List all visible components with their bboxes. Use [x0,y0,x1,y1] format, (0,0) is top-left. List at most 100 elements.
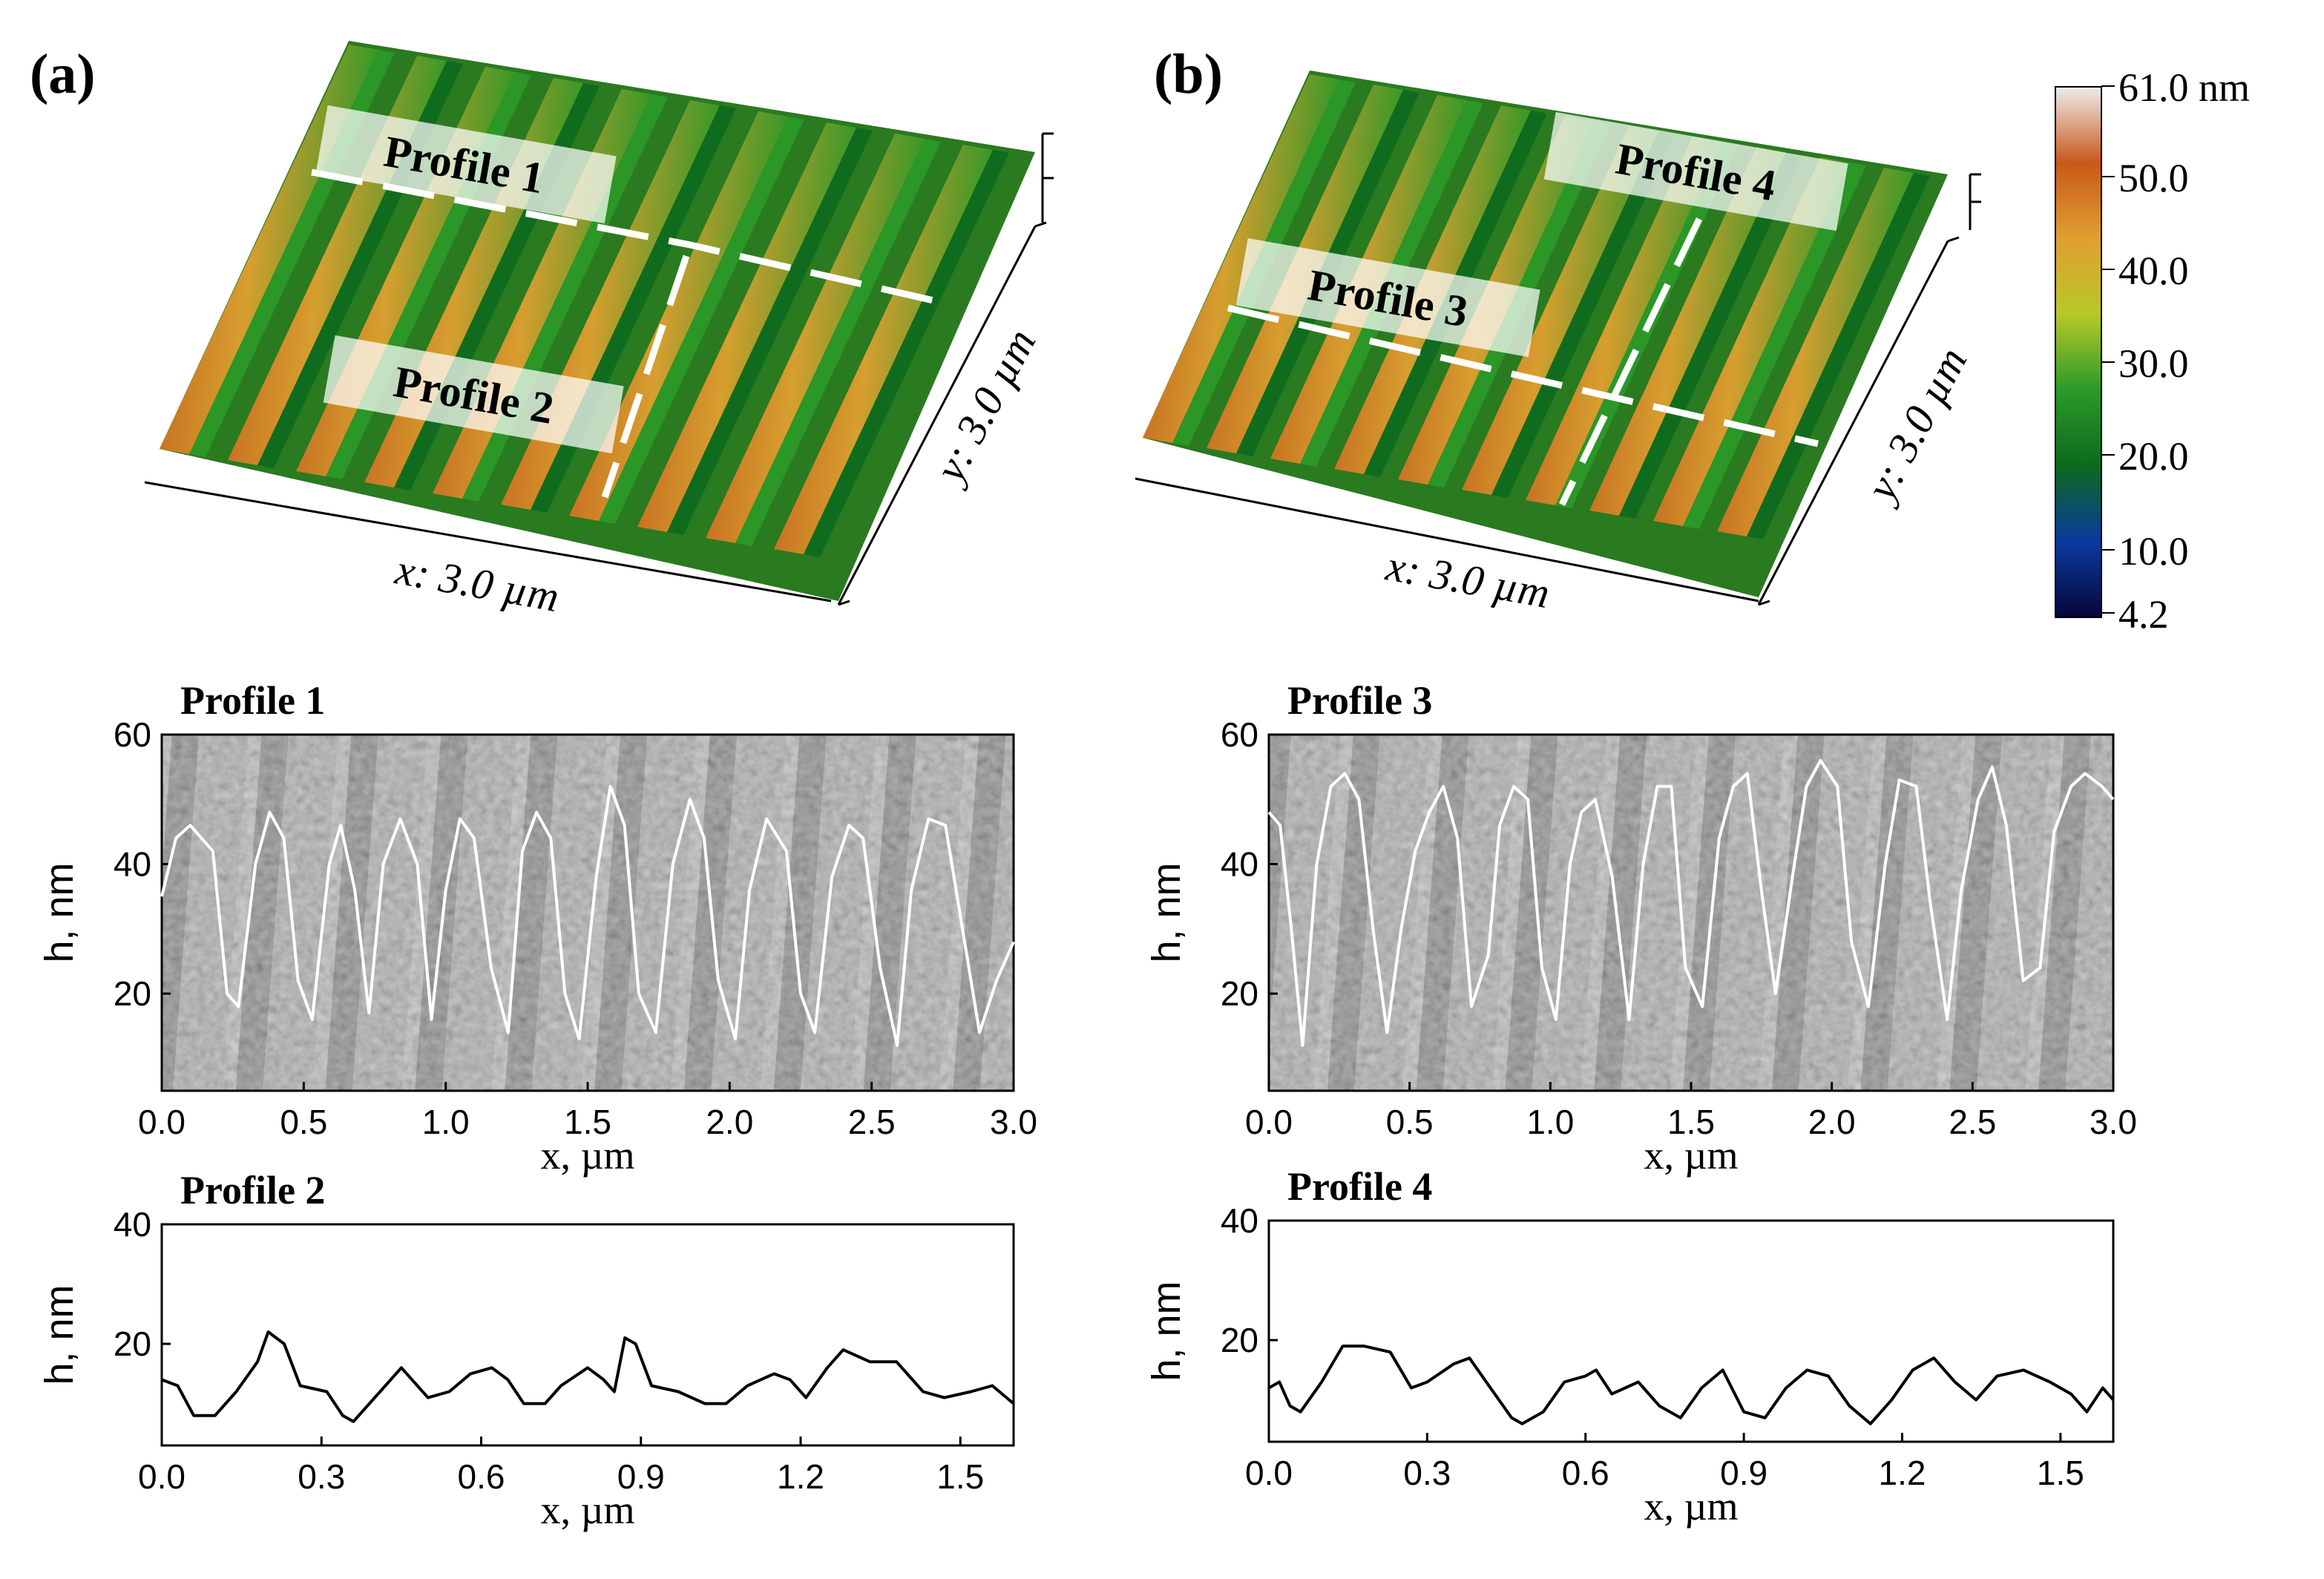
profile-3-trace-line [1227,304,1819,447]
y-tick-label: 20 [1221,1321,1258,1359]
x-tick-label: 0.6 [1562,1454,1609,1492]
x-tick-label: 1.5 [2037,1454,2084,1492]
x-tick-label: 1.5 [936,1457,984,1496]
surface-groove [599,116,804,524]
profile-3-tag [1235,238,1540,358]
x-tick-label: 1.2 [777,1457,824,1496]
x-tick-label: 0.5 [1386,1103,1434,1141]
x-tick-label: 0.6 [458,1457,505,1496]
surface-ridge [569,111,788,521]
panel-b-label: (b) [1154,43,1223,105]
x-tick-label: 2.0 [706,1103,753,1141]
surface-ridge [706,134,925,543]
x-tick-label: 2.5 [848,1103,896,1141]
colorbar-tick-label: 50.0 [2118,156,2189,200]
x-tick-label: 0.5 [280,1103,327,1141]
profile-1-tag [315,105,617,224]
sem-ridge-edge [1225,735,1264,1091]
x-tick-label: 1.2 [1879,1454,1926,1492]
surface-a-y-edge [837,226,1037,605]
surface-a-x-edge [144,481,832,603]
plot-frame [160,1223,1015,1447]
x-axis-label: x, µm [540,1488,634,1532]
surface-groove [1491,131,1675,498]
colorbar-labels: 61.0 nm 50.0 40.0 30.0 20.0 10.0 4.2 [2101,65,2250,637]
chart-title: Profile 4 [1287,1164,1432,1209]
sem-background [1225,735,2242,1091]
y-axis-label: h, nm [1144,862,1189,962]
y-tick-label: 20 [114,974,151,1013]
y-tick-label: 40 [1221,1201,1258,1240]
profile-charts: Profile 1 0.0 0.5 1.0 1.5 2.0 2.5 3.0 20 40 60 x, µ… [37,678,2242,1532]
chart-title: Profile 1 [180,678,325,723]
panel-a-3d-surface: (a) Profile 1 Profile 2 x: 3.0 µm y: 3.0… [30,41,1054,621]
colorbar-tick-label: 20.0 [2118,434,2189,479]
surface-groove [1619,152,1802,519]
x-tick-label: 0.0 [1245,1454,1293,1492]
sem-texture [1269,735,2113,1091]
y-tick-label: 60 [114,715,151,754]
x-tick-label: 0.0 [1245,1103,1293,1141]
x-tick-label: 1.0 [1526,1103,1574,1141]
x-tick-label: 0.3 [1403,1454,1451,1492]
x-axis-label: x, µm [540,1133,634,1178]
chart-title: Profile 3 [1287,678,1432,723]
surface-ridge [774,145,993,554]
colorbar-tick-label: 61.0 nm [2118,65,2250,110]
profile-series-line [160,784,1015,1047]
height-colorbar: 61.0 nm 50.0 40.0 30.0 20.0 10.0 4.2 [2055,65,2250,637]
x-tick-label: 3.0 [2090,1103,2137,1141]
sem-ridge-edge [2114,735,2153,1091]
chart-2: Profile 2 0.0 0.3 0.6 0.9 1.2 1.5 20 40 x, µm h, n… [37,1168,1015,1532]
sem-groove [83,735,158,1091]
colorbar-tick-label: 40.0 [2118,249,2189,293]
sem-groove [1069,735,1144,1091]
x-tick-label: 1.5 [564,1103,611,1141]
x-tick-label: 0.0 [138,1103,186,1141]
x-tick-label: 2.0 [1808,1103,1856,1141]
x-tick-label: 2.5 [1949,1103,1996,1141]
profile-series-line [1268,1345,2115,1425]
x-tick-label: 1.5 [1667,1103,1715,1141]
panel-a-label: (a) [30,43,96,105]
y-axis-label: h, nm [1144,1281,1189,1381]
colorbar-tick-label: 30.0 [2118,341,2189,386]
surface-groove [1683,163,1866,529]
x-axis-label: x, µm [1644,1484,1738,1529]
y-tick-label: 20 [114,1324,151,1363]
chart-1: Profile 1 0.0 0.5 1.0 1.5 2.0 2.5 3.0 20 40 60 x, µ… [37,678,1144,1178]
surface-a-x-axis-label: x: 3.0 µm [392,545,563,621]
sem-ridge-edge [2203,735,2242,1091]
x-tick-label: 1.0 [422,1103,470,1141]
surface-ridge [1653,157,1850,526]
surface-ridge [1526,137,1722,505]
colorbar-gradient [2055,86,2102,618]
x-tick-label: 0.0 [138,1457,186,1496]
surface-ridge [1462,126,1658,495]
colorbar-tick-label: 10.0 [2118,529,2189,574]
chart-title: Profile 2 [180,1168,325,1212]
surface-b-ridges [1143,74,1930,539]
chart-4: Profile 4 0.0 0.3 0.6 0.9 1.2 1.5 20 40 x, µm h, n… [1144,1164,2115,1529]
plot-frame [1267,1219,2115,1443]
y-tick-label: 60 [1221,715,1258,754]
profile-2-trace-line [601,255,690,499]
surface-ridge [1717,168,1914,536]
surface-b-y-axis-label: y: 3.0 µm [1855,340,1977,511]
y-axis-label: h, nm [37,862,82,962]
surface-groove [1747,173,1930,539]
surface-ridge [637,122,856,532]
y-tick-label: 40 [1221,845,1258,884]
y-tick-label: 20 [1221,974,1258,1013]
profile-2-tag [323,335,624,454]
colorbar-tick-label: 4.2 [2118,592,2169,637]
sem-ridge-edge [1029,735,1069,1091]
sem-background [83,735,1144,1091]
panel-b-3d-surface: (b) Profile 4 Profile 3 x: 3.0 µm y: 3.0… [1135,43,1981,617]
surface-groove [804,150,1009,557]
sem-groove [2154,735,2229,1091]
surface-b-y-edge [1757,240,1949,605]
y-tick-label: 40 [114,1205,151,1244]
x-tick-label: 0.9 [617,1457,665,1496]
